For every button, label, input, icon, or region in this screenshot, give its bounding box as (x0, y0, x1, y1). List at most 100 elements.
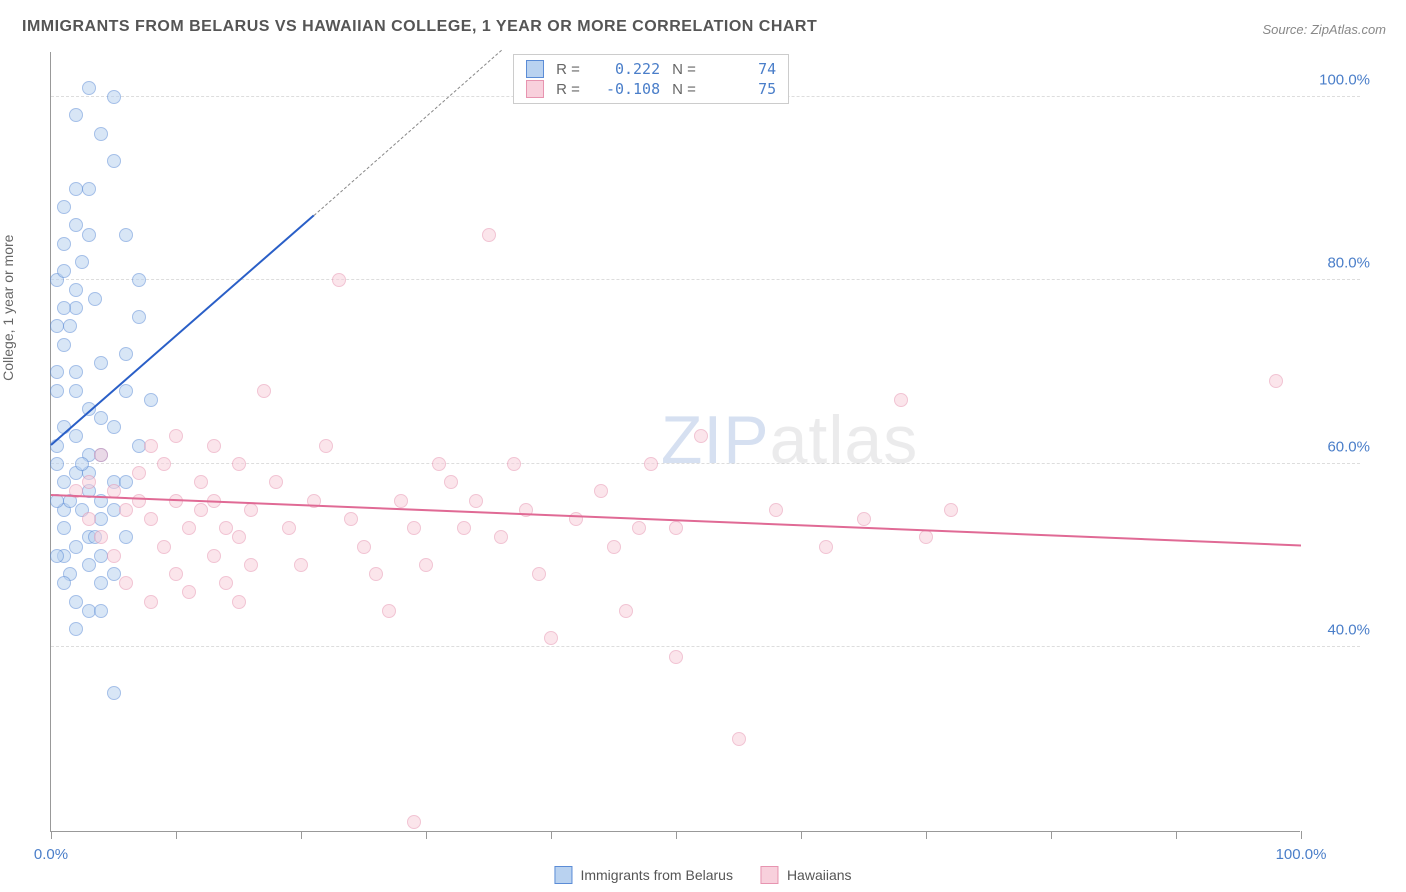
scatter-point (232, 595, 246, 609)
scatter-point (119, 347, 133, 361)
scatter-point (169, 429, 183, 443)
scatter-point (119, 475, 133, 489)
chart-title: IMMIGRANTS FROM BELARUS VS HAWAIIAN COLL… (22, 18, 817, 36)
scatter-point (69, 218, 83, 232)
x-tick-label: 100.0% (1276, 846, 1327, 863)
stats-n-label: N = (672, 81, 708, 98)
scatter-point (63, 319, 77, 333)
scatter-point (157, 457, 171, 471)
scatter-point (144, 512, 158, 526)
scatter-point (332, 273, 346, 287)
legend-swatch (526, 80, 544, 98)
scatter-point (232, 530, 246, 544)
scatter-point (82, 512, 96, 526)
scatter-point (107, 420, 121, 434)
stats-row: R =-0.108N =75 (526, 79, 776, 99)
source-attribution: Source: ZipAtlas.com (1262, 22, 1386, 37)
scatter-point (69, 108, 83, 122)
legend-swatch (554, 866, 572, 884)
scatter-point (207, 439, 221, 453)
scatter-point (50, 319, 64, 333)
scatter-point (57, 475, 71, 489)
scatter-point (57, 338, 71, 352)
trendline-extension (313, 50, 501, 216)
scatter-point (944, 503, 958, 517)
scatter-point (444, 475, 458, 489)
scatter-point (382, 604, 396, 618)
scatter-point (619, 604, 633, 618)
scatter-point (94, 127, 108, 141)
scatter-point (132, 494, 146, 508)
x-tick (176, 831, 177, 839)
scatter-point (1269, 374, 1283, 388)
trendline (50, 214, 314, 445)
scatter-point (482, 228, 496, 242)
scatter-point (494, 530, 508, 544)
scatter-point (94, 530, 108, 544)
scatter-point (57, 264, 71, 278)
scatter-point (607, 540, 621, 554)
scatter-point (69, 429, 83, 443)
scatter-point (544, 631, 558, 645)
scatter-point (344, 512, 358, 526)
stats-r-label: R = (556, 61, 592, 78)
scatter-point (407, 521, 421, 535)
scatter-point (50, 549, 64, 563)
stats-r-value: 0.222 (604, 60, 660, 78)
stats-row: R =0.222N =74 (526, 59, 776, 79)
scatter-point (132, 466, 146, 480)
scatter-point (107, 686, 121, 700)
scatter-point (69, 283, 83, 297)
stats-n-label: N = (672, 61, 708, 78)
scatter-point (169, 567, 183, 581)
scatter-point (282, 521, 296, 535)
x-tick (1176, 831, 1177, 839)
scatter-point (69, 301, 83, 315)
x-tick (1301, 831, 1302, 839)
scatter-point (69, 595, 83, 609)
plot-area: 40.0%60.0%80.0%100.0%0.0%100.0%R =0.222N… (50, 52, 1300, 832)
scatter-point (69, 384, 83, 398)
x-tick (426, 831, 427, 839)
legend-swatch (761, 866, 779, 884)
scatter-point (69, 622, 83, 636)
scatter-point (294, 558, 308, 572)
scatter-point (132, 273, 146, 287)
x-tick (551, 831, 552, 839)
scatter-point (319, 439, 333, 453)
scatter-point (769, 503, 783, 517)
scatter-point (69, 540, 83, 554)
scatter-point (94, 411, 108, 425)
x-tick (51, 831, 52, 839)
scatter-point (119, 576, 133, 590)
scatter-point (457, 521, 471, 535)
y-tick-label: 60.0% (1327, 438, 1370, 455)
scatter-point (819, 540, 833, 554)
bottom-legend: Immigrants from BelarusHawaiians (554, 866, 851, 884)
scatter-point (107, 154, 121, 168)
scatter-point (88, 292, 102, 306)
scatter-point (82, 81, 96, 95)
scatter-point (57, 301, 71, 315)
scatter-point (632, 521, 646, 535)
y-axis-label: College, 1 year or more (0, 235, 16, 381)
stats-legend: R =0.222N =74R =-0.108N =75 (513, 54, 789, 104)
scatter-point (144, 439, 158, 453)
scatter-point (119, 228, 133, 242)
x-tick (801, 831, 802, 839)
scatter-point (144, 393, 158, 407)
stats-r-label: R = (556, 81, 592, 98)
scatter-point (107, 90, 121, 104)
scatter-point (50, 365, 64, 379)
scatter-point (244, 558, 258, 572)
y-tick-label: 100.0% (1319, 71, 1370, 88)
scatter-point (57, 576, 71, 590)
scatter-point (94, 512, 108, 526)
legend-item: Hawaiians (761, 866, 852, 884)
scatter-point (57, 521, 71, 535)
scatter-point (82, 558, 96, 572)
scatter-point (94, 604, 108, 618)
scatter-point (94, 356, 108, 370)
y-tick-label: 80.0% (1327, 255, 1370, 272)
x-tick (1051, 831, 1052, 839)
